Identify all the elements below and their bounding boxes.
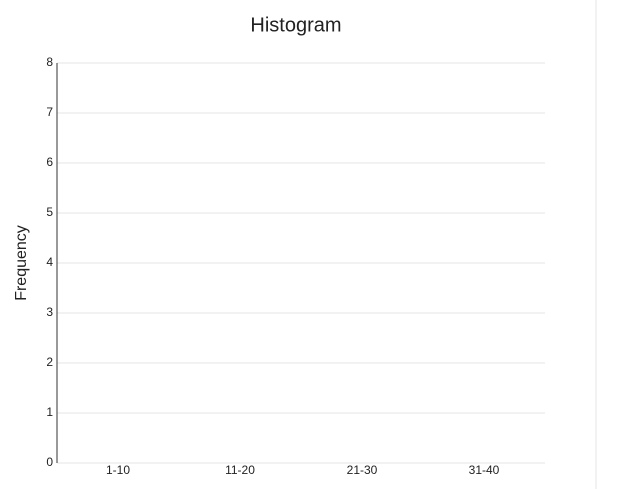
y-tick-label: 8 (46, 55, 53, 69)
y-tick-label: 0 (46, 455, 53, 469)
x-tick-label: 1-10 (106, 463, 130, 477)
y-tick-label: 7 (46, 105, 53, 119)
y-tick-label: 4 (46, 255, 53, 269)
y-axis-label: Frequency (13, 225, 30, 301)
y-tick-label: 1 (46, 405, 53, 419)
x-tick-label: 31-40 (469, 463, 500, 477)
x-tick-label: 21-30 (347, 463, 378, 477)
chart-title: Histogram (250, 14, 341, 36)
y-tick-label: 3 (46, 305, 53, 319)
y-tick-label: 5 (46, 205, 53, 219)
y-tick-label: 2 (46, 355, 53, 369)
x-tick-label: 11-20 (225, 463, 255, 477)
y-tick-label: 6 (46, 155, 53, 169)
